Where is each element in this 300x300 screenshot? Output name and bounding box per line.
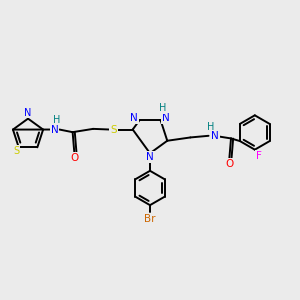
Text: N: N: [51, 124, 58, 134]
Text: F: F: [256, 151, 262, 160]
Text: Br: Br: [144, 214, 156, 224]
Text: H: H: [206, 122, 214, 132]
Text: O: O: [225, 159, 233, 169]
Text: N: N: [162, 113, 170, 123]
Text: O: O: [70, 153, 78, 163]
Text: H: H: [53, 115, 61, 125]
Text: N: N: [130, 113, 138, 123]
Text: N: N: [146, 152, 154, 162]
Text: S: S: [13, 146, 19, 156]
Text: S: S: [110, 124, 117, 134]
Text: H: H: [159, 103, 166, 113]
Text: N: N: [24, 108, 32, 118]
Text: N: N: [211, 131, 219, 142]
